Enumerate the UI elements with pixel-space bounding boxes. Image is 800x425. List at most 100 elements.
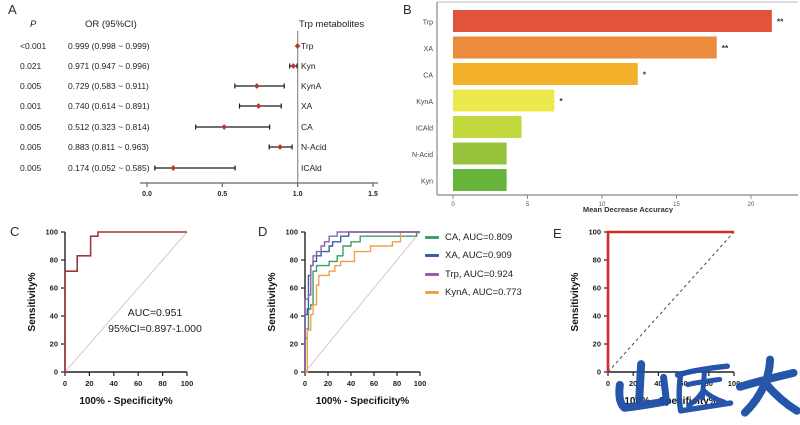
bar-kyn (453, 169, 507, 191)
forest-or-ci-text: 0.729 (0.583 ~ 0.911) (68, 81, 149, 91)
forest-or-ci-text: 0.740 (0.614 ~ 0.891) (68, 101, 150, 111)
legend-item-trp: Trp, AUC=0.924 (425, 265, 522, 284)
roc-curve-kyna (305, 231, 420, 373)
auc-ci-value: 95%CI=0.897-1.000 (108, 322, 202, 335)
x-tick-label: 20 (748, 202, 755, 208)
legend-label: CA, AUC=0.809 (445, 231, 513, 243)
forest-metabolite-label: KynA (301, 81, 322, 91)
x-tick-label: 40 (110, 379, 118, 388)
bar-trp (453, 10, 772, 32)
y-tick-label: 20 (290, 340, 298, 349)
forest-metabolite-label: Kyn (301, 61, 316, 71)
y-tick-label: 60 (593, 284, 601, 293)
roc-curve-ca (304, 231, 420, 372)
y-axis-title: Sensitivity% (27, 272, 38, 331)
bar-category-label: Trp (423, 20, 433, 27)
y-axis-title: Sensitivity% (267, 272, 278, 331)
significance-marker: * (643, 70, 647, 80)
forest-or-marker (277, 144, 283, 150)
x-tick-label: 1.5 (368, 191, 378, 198)
bar-n-acid (453, 142, 507, 165)
y-axis-title: Sensitivity% (570, 272, 581, 331)
significance-marker: * (559, 96, 563, 106)
x-tick-label: 40 (654, 379, 662, 388)
auc-value: AUC=0.951 (127, 307, 183, 319)
legend-label: KynA, AUC=0.773 (445, 287, 522, 299)
forest-or-marker (290, 63, 297, 69)
forest-or-ci-text: 0.512 (0.323 ~ 0.814) (68, 122, 150, 132)
forest-p-value: <0.001 (20, 41, 47, 51)
x-axis-title: Mean Decrease Accuracy (583, 205, 674, 213)
panel-a-letter: A (8, 2, 17, 17)
forest-or-marker (255, 103, 262, 109)
x-tick-label: 20 (629, 379, 637, 388)
significance-marker: ** (777, 17, 784, 27)
wm-da-stroke (761, 379, 800, 415)
significance-marker: ** (722, 43, 729, 53)
x-tick-label: 0 (451, 202, 455, 208)
wm-yi-stroke (676, 372, 684, 414)
x-tick-label: 0.5 (217, 191, 227, 198)
bar-category-label: CA (423, 73, 433, 80)
bar-category-label: XA (424, 46, 434, 53)
panel-b-letter: B (403, 2, 412, 17)
forest-metabolite-label: N-Acid (301, 142, 327, 152)
panel-d-letter: D (258, 224, 268, 239)
legend-swatch (425, 291, 439, 295)
forest-or-ci-text: 0.971 (0.947 ~ 0.996) (68, 61, 150, 71)
forest-header-metabolites: Trp metabolites (299, 19, 364, 30)
bar-category-label: ICAld (416, 126, 433, 133)
forest-p-value: 0.021 (20, 61, 42, 71)
x-tick-label: 0 (606, 379, 610, 388)
bar-kyna (453, 89, 555, 112)
legend-label: Trp, AUC=0.924 (445, 268, 514, 280)
y-tick-label: 80 (50, 256, 58, 265)
forest-metabolite-label: Trp (301, 41, 314, 51)
forest-p-value: 0.001 (20, 101, 42, 111)
forest-or-ci-text: 0.999 (0.998 ~ 0.999) (68, 41, 150, 51)
forest-or-ci-text: 0.883 (0.811 ~ 0.963) (68, 142, 149, 152)
x-axis-title: 100% - Specificity% (79, 396, 172, 407)
x-tick-label: 80 (393, 379, 401, 388)
panel-a-forest: A P OR (95%CI) Trp metabolites <0.001 0.999 … (0, 0, 400, 212)
x-tick-label: 80 (158, 379, 166, 388)
y-tick-label: 40 (290, 312, 298, 321)
y-tick-label: 40 (50, 312, 58, 321)
bar-xa (453, 36, 717, 59)
forest-metabolite-label: ICAld (301, 163, 322, 173)
y-tick-label: 80 (290, 256, 298, 265)
bar-ca (453, 63, 638, 85)
panel-e-roc: E 0 20 40 60 80 100 0 20 40 60 80 100 100% - Specifi… (545, 212, 800, 425)
x-tick-label: 80 (705, 379, 713, 388)
x-tick-label: 15 (673, 202, 680, 208)
y-tick-label: 0 (597, 368, 601, 377)
y-tick-label: 100 (588, 228, 601, 237)
bar-category-label: N-Acid (412, 152, 433, 159)
y-tick-label: 0 (294, 368, 298, 377)
reference-diagonal (304, 231, 421, 373)
forest-p-value: 0.005 (20, 122, 42, 132)
roc-curve-trp (304, 231, 420, 372)
panel-d-roc: D 0 20 40 60 80 100 0 20 40 60 80 100 100% - Specifi… (245, 212, 545, 425)
forest-or-marker (170, 165, 177, 171)
wm-yi-stroke (686, 389, 705, 409)
y-tick-label: 60 (290, 284, 298, 293)
x-tick-label: 100 (728, 379, 741, 388)
x-tick-label: 20 (324, 379, 332, 388)
x-tick-label: 40 (347, 379, 355, 388)
reference-diagonal (607, 231, 735, 373)
y-tick-label: 100 (45, 228, 58, 237)
legend-item-ca: CA, AUC=0.809 (425, 228, 522, 247)
forest-header-or: OR (95%CI) (85, 19, 137, 30)
panel-c-roc: C 0 20 40 60 80 100 0 20 40 60 80 100 100% - Specifi… (5, 212, 255, 425)
panel-b-bar-chart: B Trp ** XA ** CA * KynA * ICAld N-Acid Kyn 0 5 10 15 2… (400, 0, 800, 213)
forest-or-marker (254, 83, 260, 89)
wm-yi-stroke (700, 387, 728, 405)
bar-icald (453, 116, 522, 138)
roc-curve-roc (606, 230, 734, 372)
x-tick-label: 100 (414, 379, 427, 388)
legend-label: XA, AUC=0.909 (445, 250, 512, 262)
wm-shan-stroke (660, 373, 670, 405)
x-tick-label: 60 (679, 379, 687, 388)
